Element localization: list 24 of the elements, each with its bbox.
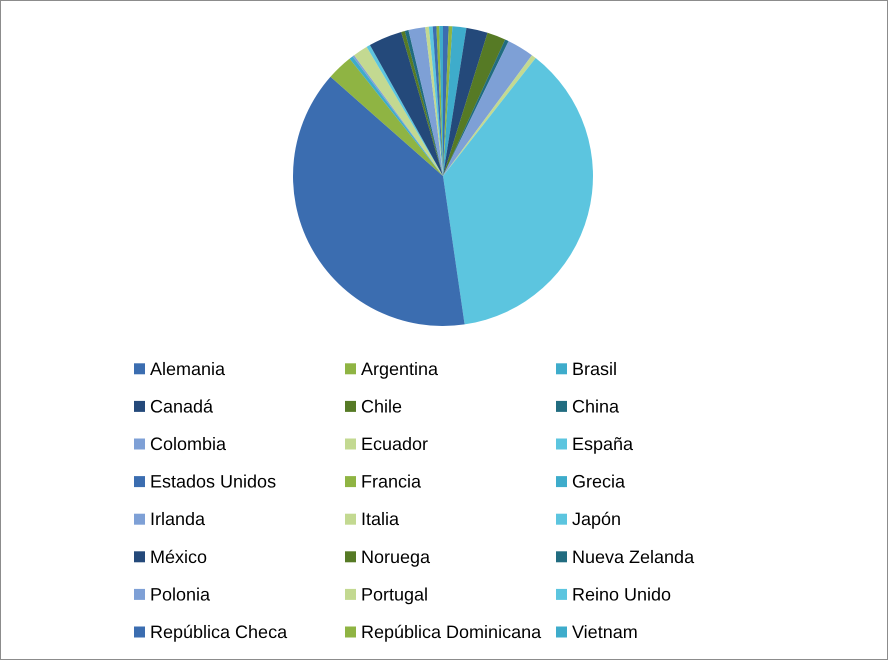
legend-label: Nueva Zelanda — [572, 546, 696, 567]
legend-label: España — [572, 434, 634, 454]
legend-label: Reino Unido — [572, 584, 672, 604]
legend-label: Japón — [572, 509, 622, 530]
legend-label: China — [572, 396, 620, 416]
legend-label: Noruega — [361, 546, 432, 567]
legend-label: Irlanda — [150, 509, 206, 530]
legend-label: Canadá — [150, 396, 214, 416]
legend-label: Alemania — [150, 358, 226, 379]
legend-label: Italia — [361, 509, 400, 530]
legend-label: Argentina — [361, 358, 440, 379]
legend-label: Brasil — [572, 358, 618, 379]
legend-label: Francia — [361, 472, 422, 492]
legend-label: Grecia — [572, 472, 626, 492]
legend-label: República Dominicana — [361, 622, 542, 642]
legend-label: Portugal — [361, 584, 428, 604]
legend-label: Vietnam — [572, 622, 638, 642]
legend-label: Estados Unidos — [150, 472, 276, 492]
legend-label: Chile — [361, 396, 402, 416]
legend-label: Ecuador — [361, 434, 428, 454]
legend-label: República Checa — [150, 622, 288, 642]
legend-label: Colombia — [150, 434, 228, 454]
legend-label: Polonia — [150, 584, 212, 604]
legend-label: México — [150, 546, 208, 567]
